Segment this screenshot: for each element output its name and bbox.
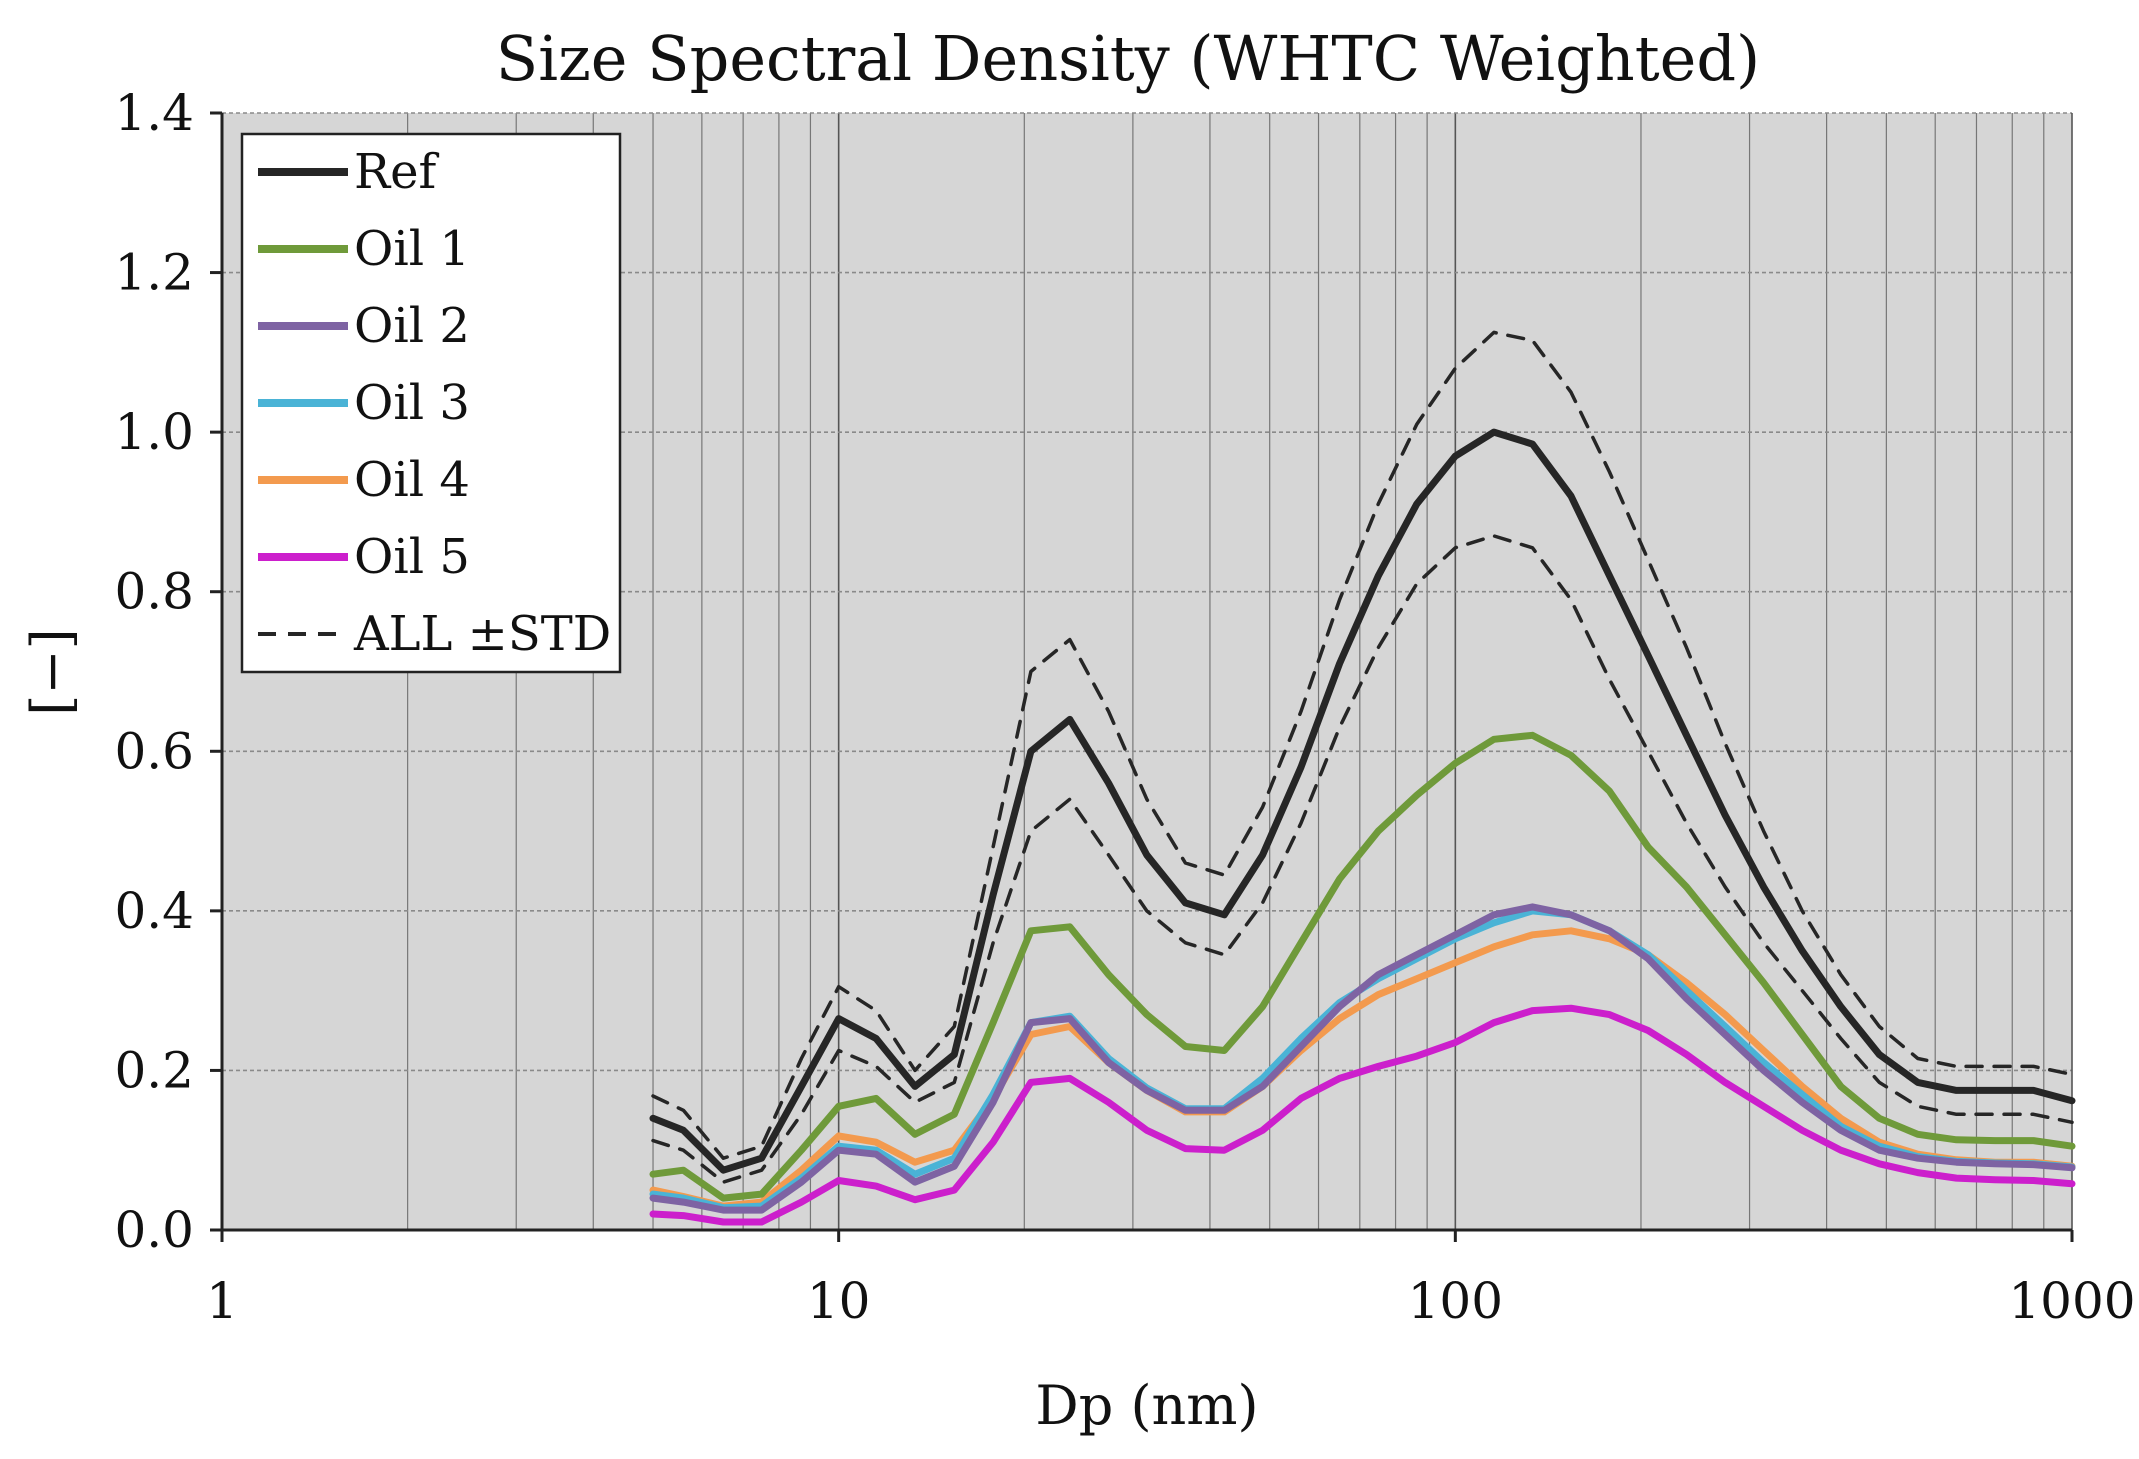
y-tick-label: 0.2 xyxy=(114,1041,194,1099)
y-axis-title: [−] xyxy=(20,628,83,715)
legend-label: Oil 1 xyxy=(354,221,470,277)
y-tick-label: 1.2 xyxy=(114,244,194,302)
y-tick-label: 1.4 xyxy=(114,84,194,142)
y-tick-label: 0.0 xyxy=(114,1201,194,1259)
tick-labels: 0.0 0.2 0.4 0.6 0.8 1.0 1.2 1.4 1 10 100 1000 xyxy=(114,84,2135,1330)
x-tick-label: 1 xyxy=(206,1272,238,1330)
legend-label: Ref xyxy=(354,144,440,200)
legend-label: Oil 4 xyxy=(354,452,470,508)
series-line-all-std xyxy=(651,330,2074,1160)
series-line-ref xyxy=(649,428,2076,1174)
legend-label: Oil 3 xyxy=(354,375,470,431)
legend-label: ALL ±STD xyxy=(353,606,611,662)
y-tick-label: 0.4 xyxy=(114,882,194,940)
series-line-oil-4 xyxy=(649,927,2076,1210)
series-line-oil-5 xyxy=(649,1004,2076,1226)
legend-label: Oil 5 xyxy=(354,529,470,585)
x-tick-label: 100 xyxy=(1408,1272,1503,1330)
series-line-oil-1 xyxy=(649,731,2076,1202)
x-axis-title: Dp (nm) xyxy=(1035,1374,1258,1437)
y-tick-label: 0.6 xyxy=(114,722,194,780)
y-tick-label: 1.0 xyxy=(114,403,194,461)
series-line-oil-2 xyxy=(649,903,2076,1214)
y-tick-label: 0.8 xyxy=(114,563,194,621)
x-tick-label: 1000 xyxy=(2008,1272,2135,1330)
series-group xyxy=(649,330,2076,1226)
chart-title: Size Spectral Density (WHTC Weighted) xyxy=(496,22,1760,95)
legend: Ref Oil 1 Oil 2 Oil 3 Oil 4 Oil 5 ALL ±STD xyxy=(240,132,622,674)
legend-label: Oil 2 xyxy=(354,298,470,354)
series-line-all-std xyxy=(651,534,2074,1184)
x-tick-label: 10 xyxy=(807,1272,871,1330)
